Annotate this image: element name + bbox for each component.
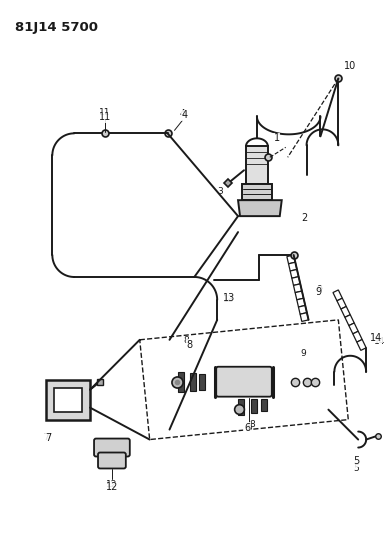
Text: 4: 4 (180, 109, 185, 118)
Text: 8: 8 (249, 419, 255, 429)
Text: 8: 8 (184, 336, 189, 345)
Polygon shape (290, 270, 299, 278)
Polygon shape (300, 313, 308, 321)
Text: 12: 12 (106, 482, 118, 492)
FancyBboxPatch shape (238, 399, 244, 415)
Polygon shape (295, 291, 303, 300)
FancyBboxPatch shape (94, 439, 130, 456)
Text: 1: 1 (274, 133, 280, 143)
FancyBboxPatch shape (98, 453, 126, 469)
Polygon shape (333, 290, 342, 301)
Polygon shape (297, 298, 305, 307)
Text: 3: 3 (217, 187, 223, 196)
Polygon shape (294, 284, 302, 293)
Polygon shape (242, 184, 272, 200)
Text: 8: 8 (186, 340, 193, 350)
FancyBboxPatch shape (190, 373, 196, 391)
Polygon shape (337, 298, 346, 309)
FancyBboxPatch shape (216, 367, 272, 397)
Text: 13: 13 (223, 293, 235, 303)
Text: 7: 7 (44, 433, 49, 441)
Polygon shape (349, 323, 358, 334)
Text: 11: 11 (99, 108, 111, 117)
Polygon shape (289, 262, 297, 271)
Text: 6: 6 (246, 423, 252, 432)
Polygon shape (345, 314, 354, 326)
FancyBboxPatch shape (54, 387, 82, 411)
Text: 14: 14 (370, 333, 382, 343)
Text: 2: 2 (301, 213, 308, 223)
Text: 13: 13 (223, 295, 235, 304)
Polygon shape (292, 277, 300, 285)
Polygon shape (353, 331, 362, 342)
Polygon shape (287, 255, 295, 264)
Text: 14: 14 (374, 337, 385, 346)
Polygon shape (357, 340, 366, 350)
Text: 81J14 5700: 81J14 5700 (15, 21, 98, 34)
Text: 11: 11 (99, 112, 111, 123)
FancyBboxPatch shape (199, 374, 205, 390)
Text: 9: 9 (317, 286, 322, 294)
Polygon shape (238, 200, 282, 216)
FancyBboxPatch shape (246, 147, 268, 184)
Text: 10: 10 (344, 61, 356, 70)
Polygon shape (341, 306, 350, 317)
Polygon shape (298, 305, 307, 314)
FancyBboxPatch shape (261, 399, 267, 410)
Text: 12: 12 (106, 480, 117, 489)
Text: 9: 9 (301, 349, 307, 358)
Text: 9: 9 (315, 287, 322, 297)
FancyBboxPatch shape (46, 379, 90, 419)
Text: 7: 7 (45, 433, 51, 442)
Text: 5: 5 (353, 464, 359, 473)
FancyBboxPatch shape (251, 399, 257, 413)
Text: 6: 6 (244, 423, 250, 433)
Text: 5: 5 (353, 456, 359, 466)
FancyBboxPatch shape (179, 372, 184, 392)
Text: 4: 4 (181, 110, 187, 120)
